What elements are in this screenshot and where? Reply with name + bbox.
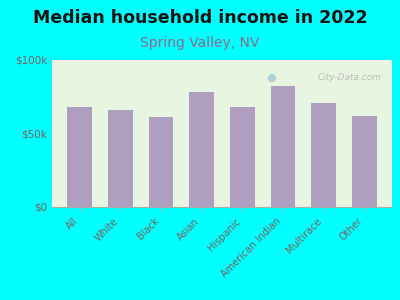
- Bar: [271, 86, 295, 207]
- Text: Spring Valley, NV: Spring Valley, NV: [140, 36, 260, 50]
- Bar: [190, 92, 214, 207]
- Text: City-Data.com: City-Data.com: [318, 73, 382, 82]
- Text: Median household income in 2022: Median household income in 2022: [33, 9, 367, 27]
- Bar: [352, 116, 376, 207]
- Text: ●: ●: [266, 73, 276, 82]
- Bar: [149, 117, 173, 207]
- Bar: [230, 107, 254, 207]
- Bar: [312, 103, 336, 207]
- Bar: [68, 107, 92, 207]
- Bar: [108, 110, 132, 207]
